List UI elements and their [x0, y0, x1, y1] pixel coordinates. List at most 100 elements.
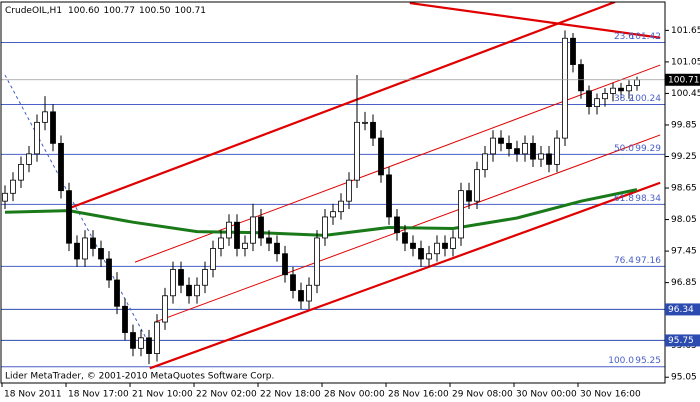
candle-body: [234, 221, 240, 249]
candle-body: [386, 174, 392, 218]
fibo-value: 99.29: [635, 144, 661, 154]
candle-body: [66, 190, 72, 244]
candle-body: [258, 216, 264, 239]
y-tick-label: 95.05: [671, 373, 697, 383]
candle-body: [522, 142, 528, 155]
candle-body: [274, 242, 280, 255]
chart-title: CrudeOIL,H1: [5, 6, 62, 16]
fibo-value: 97.16: [635, 256, 661, 266]
candle-body: [10, 179, 16, 194]
candle-body: [402, 232, 408, 244]
candle-body: [554, 137, 560, 165]
price-box-label: 96.34: [668, 305, 694, 315]
candle-body: [570, 37, 576, 65]
candle-body: [146, 337, 152, 354]
trendline: [69, 2, 616, 210]
candle-body: [586, 90, 592, 107]
candle-body: [226, 221, 232, 239]
candle-body: [194, 284, 200, 297]
candle-body: [418, 248, 424, 260]
candle-body: [530, 142, 536, 160]
fibo-value: 101.42: [630, 32, 662, 42]
x-tick-label: 30 Nov 16:00: [580, 390, 641, 400]
candle-body: [594, 98, 600, 107]
candle-body: [170, 269, 176, 297]
candle-body: [2, 192, 8, 202]
y-tick-label: 100.45: [671, 89, 700, 99]
fibo-ratio: 100.0: [608, 356, 634, 366]
fibo-ratio: 23.6: [614, 32, 634, 42]
candle-body: [82, 237, 88, 260]
plot-area: [1, 2, 665, 370]
candle-body: [338, 200, 344, 213]
candle-body: [322, 216, 328, 239]
candle-body: [154, 321, 160, 354]
candle-body: [122, 305, 128, 333]
current-price-label: 100.71: [668, 75, 700, 85]
candle-body: [178, 269, 184, 286]
price-box: [665, 303, 700, 316]
y-tick-label: 96.85: [671, 278, 697, 288]
candle-body: [498, 137, 504, 144]
candle-body: [626, 85, 632, 92]
candle-body: [466, 190, 472, 202]
candle-body: [18, 163, 24, 181]
candle-body: [474, 169, 480, 202]
current-price-box: [665, 73, 700, 86]
candle-body: [290, 274, 296, 291]
trendline: [409, 2, 661, 39]
candle-body: [306, 284, 312, 302]
candle-body: [50, 111, 56, 144]
candle-body: [370, 121, 376, 139]
candle-body: [346, 179, 352, 202]
price-box: [665, 334, 700, 347]
candle-body: [578, 64, 584, 92]
candle-body: [90, 237, 96, 249]
candle-body: [602, 93, 608, 100]
candle-body: [562, 37, 568, 139]
candle-body: [450, 237, 456, 249]
candle-body: [442, 242, 448, 249]
candle-body: [106, 258, 112, 281]
x-tick-label: 28 Nov 16:00: [388, 390, 449, 400]
candle-body: [314, 237, 320, 286]
candle-body: [426, 253, 432, 260]
copyright: Lider MetaTrader, © 2001-2010 MetaQuotes…: [5, 372, 274, 382]
y-tick-label: 97.45: [671, 247, 697, 257]
candle-body: [250, 216, 256, 244]
fibo-ratio: 76.4: [614, 256, 634, 266]
candle-body: [362, 121, 368, 124]
fibo-value: 100.24: [630, 94, 662, 104]
candle-body: [266, 237, 272, 244]
x-tick-label: 22 Nov 18:00: [260, 390, 321, 400]
header-value: 100.50: [139, 6, 171, 16]
candle-body: [546, 153, 552, 165]
fibo-ratio: 61.8: [614, 194, 634, 204]
candle-body: [98, 248, 104, 260]
candle-body: [378, 137, 384, 176]
x-tick-label: 30 Nov 00:00: [516, 390, 577, 400]
candle-body: [34, 121, 40, 155]
fibo-ratio: 38.2: [614, 94, 634, 104]
x-tick-label: 18 Nov 2011: [4, 390, 62, 400]
candle-body: [394, 216, 400, 234]
chart-header: CrudeOIL,H1 100.60 100.77 100.50 100.71: [5, 6, 206, 16]
candle-body: [42, 111, 48, 123]
candle-body: [74, 242, 80, 260]
candle-body: [202, 269, 208, 286]
candle-body: [114, 279, 120, 307]
candle-body: [434, 242, 440, 255]
x-tick-label: 22 Nov 02:00: [196, 390, 257, 400]
header-value: 100.71: [175, 6, 207, 16]
x-tick-label: 18 Nov 17:00: [68, 390, 129, 400]
price-box-label: 95.75: [668, 336, 694, 346]
candle-body: [490, 137, 496, 155]
fibo-value: 95.25: [635, 356, 661, 366]
candle-body: [634, 79, 640, 86]
candle-body: [26, 153, 32, 165]
candle-body: [130, 332, 136, 349]
y-tick-label: 98.05: [671, 215, 697, 225]
header-value: 100.77: [104, 6, 136, 16]
x-tick-label: 28 Nov 00:00: [324, 390, 385, 400]
